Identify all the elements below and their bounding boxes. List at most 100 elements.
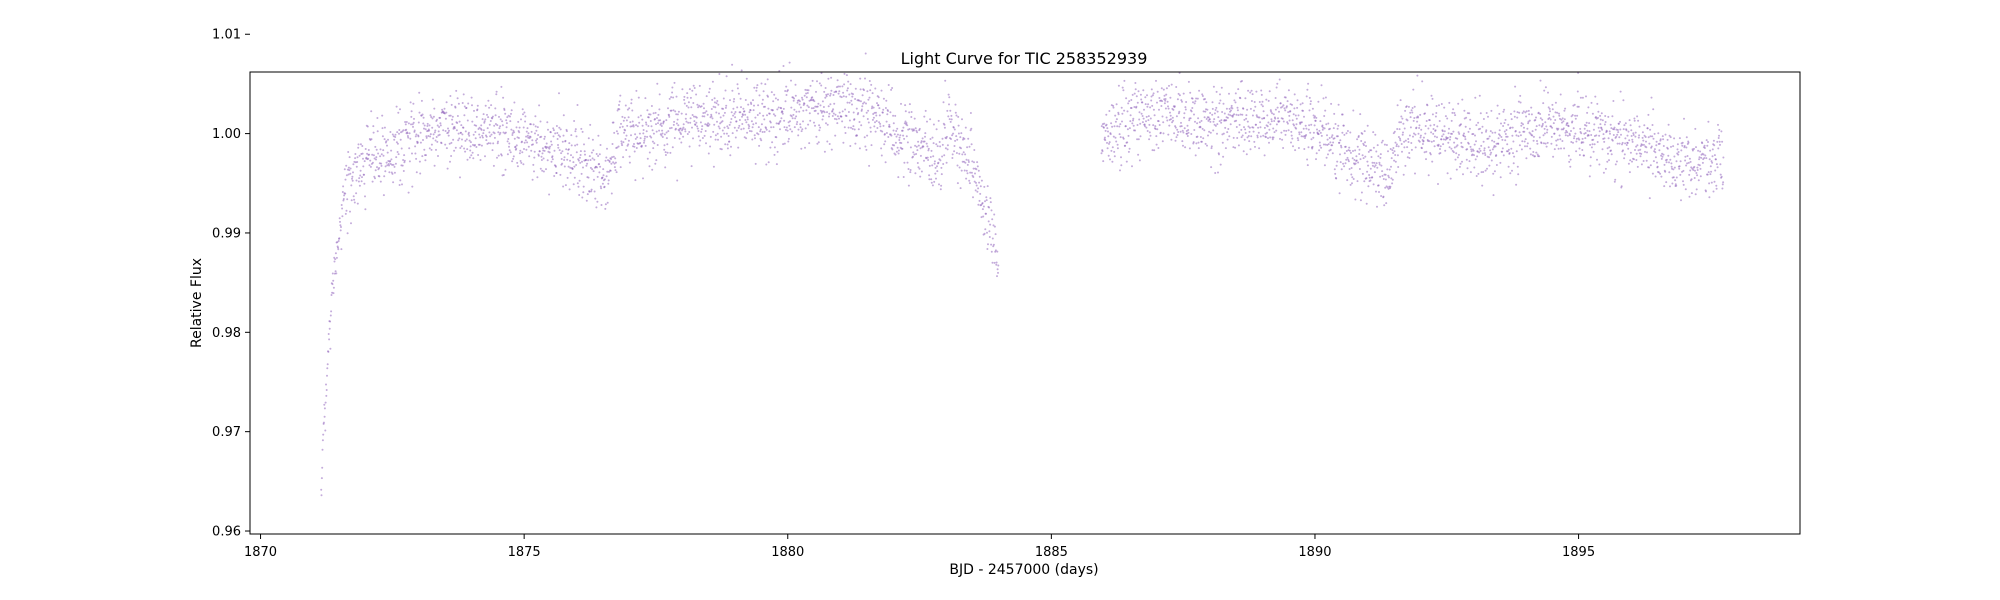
flux-point — [888, 123, 891, 126]
flux-point — [1662, 145, 1665, 147]
flux-point — [532, 143, 534, 146]
flux-point — [678, 137, 681, 140]
flux-point — [631, 109, 634, 112]
flux-point — [769, 121, 772, 124]
flux-point — [396, 131, 399, 134]
flux-point — [1561, 121, 1563, 124]
flux-point — [983, 185, 986, 188]
flux-point — [550, 140, 553, 143]
flux-point — [869, 130, 872, 133]
flux-point — [867, 121, 870, 124]
flux-point — [799, 106, 802, 109]
flux-point — [1143, 108, 1145, 111]
flux-point — [1307, 128, 1310, 131]
flux-point — [930, 149, 933, 152]
flux-point — [1161, 140, 1164, 143]
flux-point — [591, 157, 594, 160]
flux-point — [1237, 144, 1240, 147]
flux-point — [1304, 137, 1306, 139]
flux-point — [1541, 122, 1544, 125]
flux-point — [1483, 147, 1486, 150]
flux-point — [1463, 109, 1466, 112]
flux-point — [1423, 151, 1426, 154]
flux-point — [1542, 102, 1545, 105]
flux-point — [1311, 107, 1314, 110]
flux-point — [1326, 134, 1328, 137]
flux-point — [1305, 127, 1308, 130]
flux-point — [450, 141, 453, 144]
flux-point — [747, 123, 750, 126]
flux-point — [1684, 188, 1687, 191]
flux-point — [1119, 136, 1122, 139]
flux-point — [363, 173, 365, 176]
flux-point — [1548, 117, 1551, 119]
flux-point — [845, 95, 848, 98]
flux-point — [624, 138, 627, 140]
flux-point — [529, 136, 532, 138]
flux-point — [1442, 133, 1445, 136]
flux-point — [1556, 138, 1559, 141]
flux-point — [758, 144, 761, 147]
flux-point — [1447, 141, 1450, 144]
flux-point — [351, 179, 354, 182]
flux-point — [1293, 107, 1296, 110]
flux-point — [501, 124, 504, 127]
flux-point — [832, 112, 835, 115]
flux-point — [1249, 91, 1252, 94]
flux-point — [1539, 79, 1542, 82]
flux-point — [494, 123, 497, 125]
flux-point — [600, 204, 603, 206]
flux-point — [1113, 150, 1116, 153]
flux-point — [604, 203, 607, 206]
flux-point — [980, 216, 983, 219]
flux-point — [702, 112, 705, 114]
flux-point — [898, 139, 901, 141]
flux-point — [1532, 135, 1535, 138]
flux-point — [465, 106, 468, 109]
flux-point — [1461, 160, 1463, 163]
flux-point — [613, 166, 616, 169]
flux-point — [1306, 88, 1309, 91]
flux-point — [1452, 151, 1455, 154]
flux-point — [622, 141, 625, 144]
flux-point — [795, 110, 798, 113]
flux-point — [781, 112, 784, 115]
flux-point — [683, 95, 686, 98]
flux-point — [1344, 145, 1347, 148]
flux-point — [968, 182, 971, 185]
flux-point — [733, 98, 736, 100]
flux-point — [614, 161, 617, 164]
flux-point — [548, 193, 551, 196]
flux-point — [1343, 152, 1346, 155]
flux-point — [517, 120, 520, 123]
flux-point — [361, 152, 364, 155]
flux-point — [541, 169, 544, 172]
flux-point — [1706, 144, 1709, 147]
flux-point — [779, 120, 782, 122]
flux-point — [956, 164, 959, 167]
flux-point — [1675, 160, 1678, 163]
flux-point — [959, 136, 962, 139]
flux-point — [646, 109, 649, 112]
flux-point — [1431, 160, 1434, 163]
flux-point — [559, 173, 562, 176]
flux-point — [798, 103, 801, 106]
flux-point — [1641, 144, 1644, 146]
flux-point — [1551, 103, 1554, 106]
flux-point — [1640, 152, 1643, 155]
flux-point — [1446, 136, 1449, 139]
flux-point — [364, 148, 367, 150]
flux-point — [1215, 90, 1218, 93]
flux-point — [1465, 158, 1468, 161]
flux-point — [1692, 169, 1695, 171]
flux-point — [334, 258, 337, 261]
flux-point — [1534, 119, 1537, 121]
flux-point — [461, 133, 464, 136]
flux-point — [447, 134, 450, 137]
flux-point — [837, 85, 840, 88]
flux-point — [928, 164, 931, 167]
flux-point — [615, 130, 618, 133]
flux-point — [1581, 96, 1584, 99]
flux-point — [563, 156, 566, 159]
flux-point — [1116, 125, 1119, 128]
